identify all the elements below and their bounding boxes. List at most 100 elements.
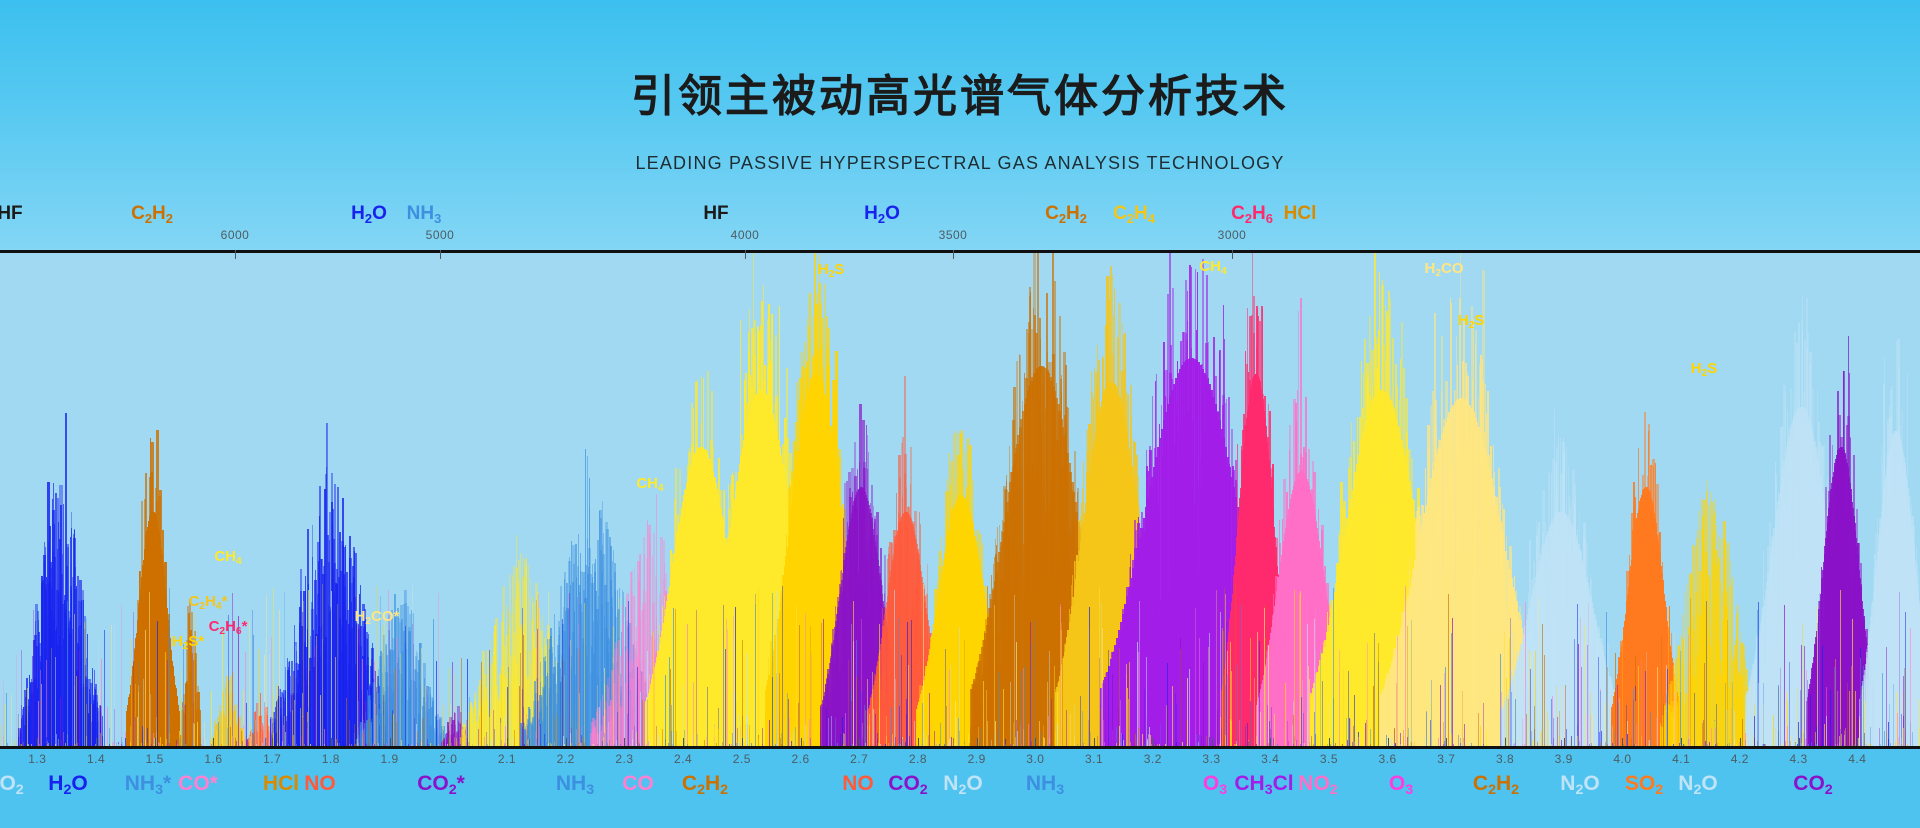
- axis-bottom-tick-label: 4.0: [1613, 752, 1631, 766]
- gas-label-top: C2H2: [1045, 203, 1087, 225]
- axis-bottom-tick: [1035, 738, 1036, 746]
- axis-bottom-tick-label: 2.4: [674, 752, 692, 766]
- axis-bottom-tick-label: 1.7: [263, 752, 281, 766]
- gas-label-inline: H2CO: [1424, 260, 1463, 277]
- axis-bottom-tick: [155, 738, 156, 746]
- axis-bottom-tick-label: 1.3: [28, 752, 46, 766]
- axis-bottom-tick-label: 2.5: [733, 752, 751, 766]
- gas-label-bottom: N2O: [943, 772, 982, 796]
- axis-bottom-tick-label: 2.7: [850, 752, 868, 766]
- gas-label-bottom: CH3Cl: [1234, 772, 1293, 796]
- gas-label-inline: H2S: [1458, 312, 1485, 329]
- gas-label-bottom: NO2: [1298, 772, 1337, 796]
- axis-top-tick: [1232, 250, 1233, 259]
- gas-label-top: C2H2: [131, 203, 173, 225]
- axis-top-tick: [440, 250, 441, 259]
- gas-label-bottom: C2H2: [682, 772, 728, 796]
- axis-bottom-tick-label: 4.1: [1672, 752, 1690, 766]
- gas-label-bottom: NO: [304, 772, 336, 796]
- axis-bottom-tick: [742, 738, 743, 746]
- axis-bottom-tick: [1857, 738, 1858, 746]
- axis-bottom-tick: [624, 738, 625, 746]
- gas-label-inline: C2H4*: [189, 593, 228, 610]
- axis-bottom-tick-label: 1.9: [381, 752, 399, 766]
- gas-label-bottom: NH3*: [125, 772, 171, 796]
- axis-top-tick: [235, 250, 236, 259]
- axis-top-line: [0, 250, 1920, 253]
- axis-bottom-tick-label: 4.3: [1789, 752, 1807, 766]
- axis-bottom-tick-label: 1.4: [87, 752, 105, 766]
- gas-label-top: HF: [703, 203, 728, 225]
- page-title: 引领主被动高光谱气体分析技术: [0, 60, 1920, 124]
- axis-bottom-tick: [96, 738, 97, 746]
- axis-bottom-tick-label: 3.5: [1320, 752, 1338, 766]
- axis-bottom-tick: [801, 738, 802, 746]
- axis-bottom-tick: [918, 738, 919, 746]
- gas-label-bottom: C2H2: [1473, 772, 1519, 796]
- axis-bottom-tick-label: 2.3: [615, 752, 633, 766]
- axis-bottom-tick: [507, 738, 508, 746]
- gas-label-top: C2H6: [1231, 203, 1273, 225]
- background-gradient-top: [0, 0, 1920, 252]
- axis-bottom-line: [0, 746, 1920, 749]
- gas-label-inline: H2S*: [172, 633, 204, 650]
- axis-bottom-tick: [331, 738, 332, 746]
- axis-top-tick-label: 5000: [426, 228, 455, 242]
- gas-label-bottom: NH3: [556, 772, 594, 796]
- gas-label-top: HF: [0, 203, 23, 225]
- gas-label-bottom: CO2: [888, 772, 927, 796]
- axis-bottom-tick-label: 2.8: [909, 752, 927, 766]
- axis-bottom-tick-label: 3.9: [1555, 752, 1573, 766]
- axis-bottom-tick-label: 1.6: [204, 752, 222, 766]
- axis-bottom-tick: [272, 738, 273, 746]
- gas-label-bottom: NH3: [1026, 772, 1064, 796]
- axis-bottom-tick-label: 2.9: [968, 752, 986, 766]
- axis-bottom-tick: [1388, 738, 1389, 746]
- axis-bottom-tick: [1446, 738, 1447, 746]
- axis-bottom-tick: [1622, 738, 1623, 746]
- gas-label-inline: H2S: [1691, 360, 1718, 377]
- gas-label-bottom: CO2: [0, 772, 24, 796]
- axis-bottom-tick-label: 3.2: [1144, 752, 1162, 766]
- gas-label-inline: C2H6*: [209, 618, 248, 635]
- axis-bottom-tick: [1505, 738, 1506, 746]
- gas-label-bottom: O3: [1389, 772, 1413, 796]
- axis-bottom-tick: [1153, 738, 1154, 746]
- gas-label-top: HCl: [1284, 203, 1317, 225]
- gas-label-bottom: HCl: [263, 772, 299, 796]
- axis-bottom-tick: [1740, 738, 1741, 746]
- gas-label-bottom: H2O: [48, 772, 87, 796]
- axis-bottom-tick-label: 3.0: [1026, 752, 1044, 766]
- axis-top-tick-label: 3500: [939, 228, 968, 242]
- axis-bottom-tick: [566, 738, 567, 746]
- gas-label-inline: H2CO*: [355, 608, 400, 625]
- axis-bottom-tick: [1329, 738, 1330, 746]
- axis-bottom-tick: [213, 738, 214, 746]
- gas-label-inline: CH4: [214, 548, 241, 565]
- gas-label-inline: CH4: [1199, 258, 1226, 275]
- axis-bottom-tick-label: 3.7: [1437, 752, 1455, 766]
- axis-bottom-tick: [390, 738, 391, 746]
- axis-bottom-tick-label: 2.6: [791, 752, 809, 766]
- gas-label-bottom: N2O: [1678, 772, 1717, 796]
- gas-label-top: H2O: [864, 203, 900, 225]
- axis-bottom-tick-label: 3.8: [1496, 752, 1514, 766]
- axis-top-tick-label: 3000: [1218, 228, 1247, 242]
- gas-label-bottom: CO2: [1793, 772, 1832, 796]
- gas-label-bottom: CO*: [178, 772, 218, 796]
- axis-bottom-tick-label: 1.8: [322, 752, 340, 766]
- page-subtitle: LEADING PASSIVE HYPERSPECTRAL GAS ANALYS…: [0, 153, 1920, 174]
- axis-bottom-tick: [977, 738, 978, 746]
- axis-bottom-tick: [37, 738, 38, 746]
- axis-bottom-tick: [1799, 738, 1800, 746]
- axis-bottom-tick: [1270, 738, 1271, 746]
- gas-label-top: NH3: [407, 203, 442, 225]
- gas-label-bottom: CO2*: [417, 772, 465, 796]
- axis-bottom-tick: [1212, 738, 1213, 746]
- axis-bottom-tick-label: 3.4: [1261, 752, 1279, 766]
- spectrum-plot: [0, 253, 1920, 746]
- gas-label-bottom: O3: [1203, 772, 1227, 796]
- axis-top-tick: [953, 250, 954, 259]
- axis-bottom-tick: [448, 738, 449, 746]
